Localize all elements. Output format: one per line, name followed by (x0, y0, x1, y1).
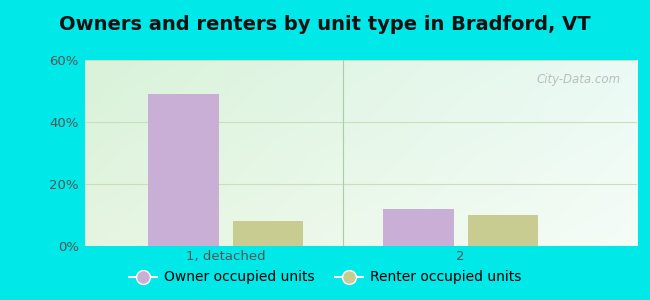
Bar (233, 221, 303, 246)
Bar (468, 215, 538, 246)
Text: City-Data.com: City-Data.com (536, 73, 620, 86)
Text: Owners and renters by unit type in Bradford, VT: Owners and renters by unit type in Bradf… (59, 15, 591, 34)
Legend: Owner occupied units, Renter occupied units: Owner occupied units, Renter occupied un… (124, 265, 526, 290)
Bar (383, 209, 454, 246)
Bar (148, 94, 218, 246)
